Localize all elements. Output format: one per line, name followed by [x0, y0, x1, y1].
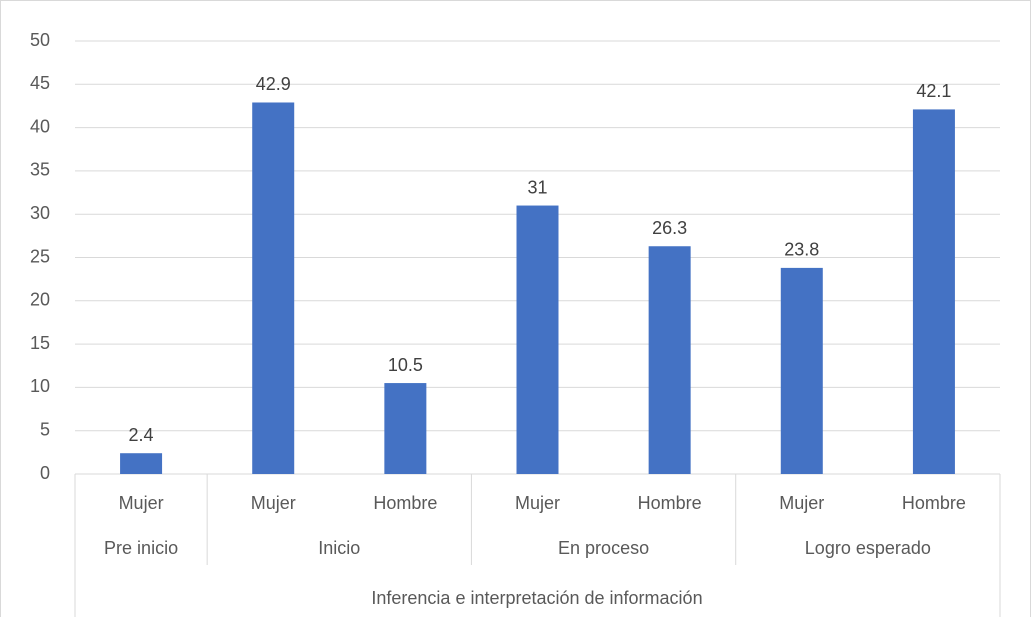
x-tick-label: Hombre	[902, 493, 966, 513]
y-tick-label: 5	[40, 419, 50, 439]
value-label: 23.8	[784, 240, 819, 260]
bar	[648, 246, 691, 474]
value-label: 42.9	[256, 74, 291, 94]
group-label: En proceso	[558, 538, 649, 558]
value-label: 2.4	[129, 425, 154, 445]
y-tick-label: 0	[40, 463, 50, 483]
y-tick-label: 40	[30, 116, 50, 136]
y-tick-label: 15	[30, 333, 50, 353]
bar	[912, 109, 955, 474]
bar	[252, 102, 295, 475]
y-tick-label: 30	[30, 203, 50, 223]
category-group-label: Inferencia e interpretación de informaci…	[371, 588, 702, 608]
x-tick-label: Mujer	[251, 493, 296, 513]
y-tick-label: 45	[30, 73, 50, 93]
y-tick-label: 50	[30, 30, 50, 50]
group-label: Inicio	[318, 538, 360, 558]
y-tick-label: 10	[30, 376, 50, 396]
group-label: Pre inicio	[104, 538, 178, 558]
x-tick-label: Hombre	[638, 493, 702, 513]
bar	[384, 383, 427, 474]
bar	[780, 267, 823, 474]
x-tick-label: Hombre	[373, 493, 437, 513]
y-tick-label: 35	[30, 160, 50, 180]
y-tick-label: 20	[30, 290, 50, 310]
x-tick-label: Mujer	[779, 493, 824, 513]
y-tick-label: 25	[30, 246, 50, 266]
value-label: 42.1	[916, 81, 951, 101]
x-tick-label: Mujer	[515, 493, 560, 513]
value-label: 10.5	[388, 355, 423, 375]
bar	[516, 205, 559, 475]
value-label: 31	[527, 177, 547, 197]
x-tick-label: Mujer	[119, 493, 164, 513]
bar	[120, 453, 163, 474]
group-label: Logro esperado	[805, 538, 931, 558]
value-label: 26.3	[652, 218, 687, 238]
